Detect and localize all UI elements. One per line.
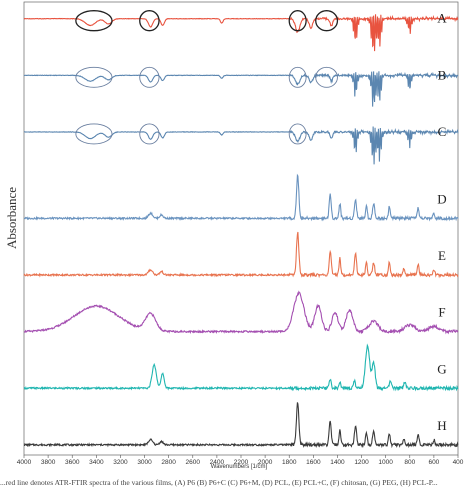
annotation-ellipse-A-0 xyxy=(75,10,113,32)
annotation-ellipse-B-4 xyxy=(75,66,113,88)
figure-caption: ...red line denotes ATR-FTIR spectra of … xyxy=(0,478,438,487)
series-label-H: H xyxy=(437,418,446,433)
series-label-B: B xyxy=(438,67,447,82)
x-axis-label: Wavenumbers [1/cm] xyxy=(211,464,268,470)
series-line-C xyxy=(23,126,459,165)
x-tick-label-2200: 2200 xyxy=(234,459,249,466)
x-tick-label-2400: 2400 xyxy=(210,459,225,466)
series-label-C: C xyxy=(438,124,447,139)
series-line-G xyxy=(23,343,459,392)
series-line-D xyxy=(23,173,459,222)
x-tick-label-2800: 2800 xyxy=(161,459,176,466)
annotation-ellipse-C-9 xyxy=(139,123,160,145)
annotation-ellipse-B-6 xyxy=(288,66,307,88)
series-label-A: A xyxy=(437,11,447,26)
annotation-ellipse-A-1 xyxy=(139,10,160,32)
series-line-E xyxy=(23,231,459,279)
series-line-A xyxy=(23,14,459,52)
series-label-group: A B C D E F G H xyxy=(437,11,447,433)
x-tick-label-1400: 1400 xyxy=(330,459,345,466)
x-tick-label-3200: 3200 xyxy=(113,459,128,466)
x-tick-label-1200: 1200 xyxy=(354,459,369,466)
x-tick-label-3400: 3400 xyxy=(89,459,104,466)
annotation-ellipse-A-3 xyxy=(315,10,339,32)
series-line-F xyxy=(23,290,459,335)
x-tick-label-2000: 2000 xyxy=(258,459,273,466)
ftir-chart: A B C D E F G H 4000 3800 3600 3400 3200 3000 2800 260… xyxy=(4,1,464,470)
annotation-ellipse-C-8 xyxy=(75,123,113,145)
series-label-E: E xyxy=(438,248,446,263)
x-tick-label-600: 600 xyxy=(428,459,439,466)
series-label-F: F xyxy=(438,305,445,320)
series-line-H xyxy=(23,402,459,449)
series-group xyxy=(23,14,459,449)
annotation-group xyxy=(75,10,339,145)
x-tick-label-4000: 4000 xyxy=(17,459,32,466)
series-line-B xyxy=(23,71,459,107)
x-tick-label-1600: 1600 xyxy=(306,459,321,466)
x-tick-label-400: 400 xyxy=(453,459,464,466)
x-tick-label-3600: 3600 xyxy=(65,459,80,466)
x-tick-label-3000: 3000 xyxy=(137,459,152,466)
series-label-G: G xyxy=(437,361,446,376)
annotation-ellipse-B-5 xyxy=(139,66,160,88)
series-label-D: D xyxy=(437,191,446,206)
annotation-ellipse-A-2 xyxy=(288,10,307,32)
x-tick-group: 4000 3800 3600 3400 3200 3000 2800 2600 2400 2200… xyxy=(17,455,464,466)
x-tick-label-1800: 1800 xyxy=(282,459,297,466)
x-tick-label-800: 800 xyxy=(404,459,415,466)
annotation-ellipse-C-10 xyxy=(288,123,307,145)
x-tick-label-1000: 1000 xyxy=(378,459,393,466)
x-tick-label-3800: 3800 xyxy=(41,459,56,466)
x-tick-label-2600: 2600 xyxy=(186,459,201,466)
annotation-ellipse-B-7 xyxy=(315,66,338,88)
y-axis-label: Absorbance xyxy=(4,187,19,249)
